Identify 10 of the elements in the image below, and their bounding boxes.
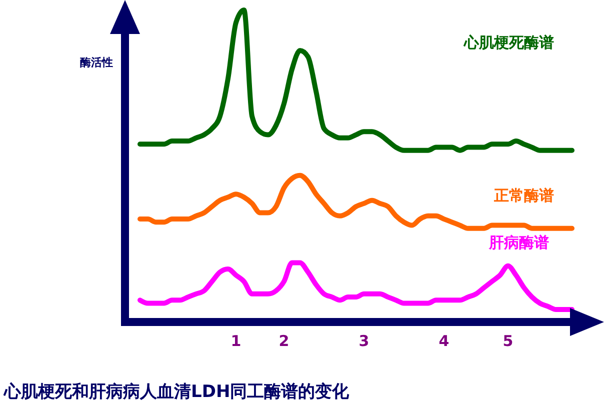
x-tick-label: 4 xyxy=(438,332,450,350)
series-label: 肝病酶谱 xyxy=(488,234,549,252)
text: 心肌梗死酶谱 xyxy=(463,33,554,52)
x-tick-label: 5 xyxy=(502,332,514,350)
x-tick-label: 3 xyxy=(358,332,370,350)
y-axis-title: 酶活性 xyxy=(80,56,113,69)
x-tick-label: 2 xyxy=(278,332,290,350)
series-label: 正常酶谱 xyxy=(493,186,554,204)
x-tick-label: 1 xyxy=(230,332,242,350)
text: 心肌梗死和肝病病人血清LDH同工酶谱的变化 xyxy=(3,382,350,402)
